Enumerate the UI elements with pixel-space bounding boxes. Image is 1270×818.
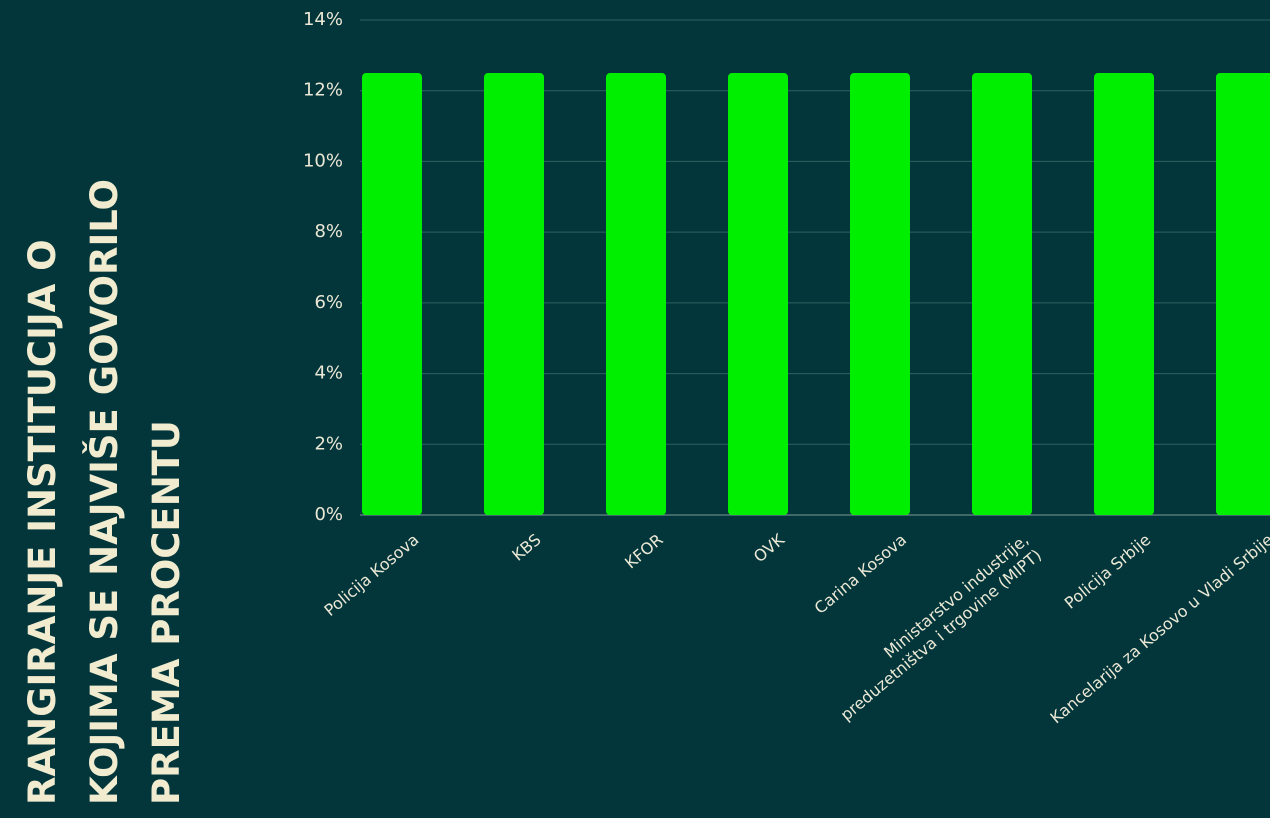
y-tick-label: 2%: [314, 433, 343, 454]
bar: [606, 73, 666, 516]
y-tick-label: 12%: [303, 80, 343, 101]
bar: [972, 73, 1032, 516]
bar: [362, 73, 422, 516]
y-tick-label: 8%: [314, 221, 343, 242]
bar: [728, 73, 788, 516]
bar: [850, 73, 910, 516]
bar: [1094, 73, 1154, 516]
bar: [484, 73, 544, 516]
y-tick-label: 10%: [303, 150, 343, 171]
y-tick-label: 6%: [314, 292, 343, 313]
bar: [1216, 73, 1270, 515]
y-tick-label: 14%: [303, 9, 343, 30]
y-tick-label: 4%: [314, 363, 343, 384]
y-tick-label: 0%: [314, 504, 343, 525]
